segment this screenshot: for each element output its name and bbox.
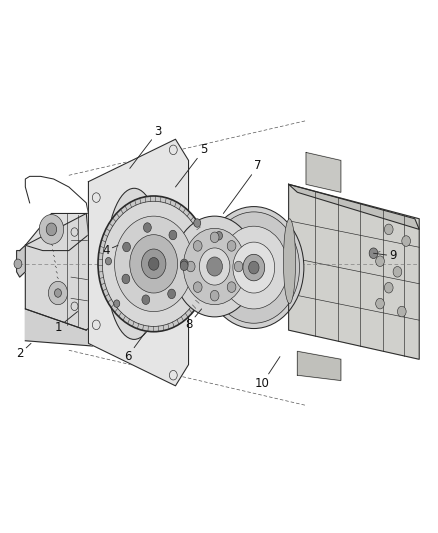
Circle shape xyxy=(369,248,378,259)
Polygon shape xyxy=(25,214,93,330)
Circle shape xyxy=(204,207,304,328)
Circle shape xyxy=(114,300,120,308)
Polygon shape xyxy=(17,245,25,277)
Circle shape xyxy=(243,254,265,281)
Circle shape xyxy=(397,306,406,317)
Circle shape xyxy=(207,257,223,276)
Circle shape xyxy=(54,289,61,297)
Circle shape xyxy=(180,261,188,271)
Circle shape xyxy=(180,259,188,269)
Text: 9: 9 xyxy=(374,249,397,262)
Text: 7: 7 xyxy=(223,159,262,214)
Circle shape xyxy=(142,295,150,304)
Circle shape xyxy=(220,226,288,309)
Circle shape xyxy=(385,224,393,235)
Circle shape xyxy=(173,216,256,317)
Circle shape xyxy=(210,232,219,243)
Circle shape xyxy=(208,212,300,323)
Circle shape xyxy=(233,242,275,293)
Text: 8: 8 xyxy=(185,309,201,332)
Text: 3: 3 xyxy=(130,125,162,168)
Circle shape xyxy=(215,231,223,240)
Circle shape xyxy=(193,240,202,251)
Polygon shape xyxy=(88,139,188,386)
Circle shape xyxy=(393,266,402,277)
Circle shape xyxy=(98,196,209,332)
Circle shape xyxy=(48,281,67,305)
Polygon shape xyxy=(289,184,419,229)
Circle shape xyxy=(141,249,166,279)
Text: 4: 4 xyxy=(102,244,118,257)
Circle shape xyxy=(184,228,246,305)
Ellipse shape xyxy=(283,219,296,304)
Circle shape xyxy=(376,256,385,266)
Circle shape xyxy=(376,298,385,309)
Polygon shape xyxy=(306,152,341,192)
Circle shape xyxy=(130,235,178,293)
Circle shape xyxy=(39,215,64,244)
Circle shape xyxy=(14,259,22,269)
Circle shape xyxy=(249,261,259,274)
Polygon shape xyxy=(25,214,88,251)
Circle shape xyxy=(199,248,230,285)
Circle shape xyxy=(168,289,176,298)
Text: 10: 10 xyxy=(255,357,280,390)
Ellipse shape xyxy=(109,214,133,261)
Circle shape xyxy=(227,240,236,251)
Circle shape xyxy=(144,223,151,232)
Circle shape xyxy=(385,282,393,293)
Circle shape xyxy=(402,236,410,246)
Circle shape xyxy=(122,274,130,284)
Circle shape xyxy=(102,201,205,326)
Text: 1: 1 xyxy=(54,312,78,334)
Circle shape xyxy=(106,257,112,265)
Circle shape xyxy=(227,282,236,293)
Polygon shape xyxy=(297,351,341,381)
Circle shape xyxy=(115,216,193,312)
Polygon shape xyxy=(25,309,93,346)
Text: 5: 5 xyxy=(176,143,208,187)
Circle shape xyxy=(169,230,177,240)
Circle shape xyxy=(193,282,202,293)
Ellipse shape xyxy=(106,188,162,340)
Circle shape xyxy=(194,219,201,227)
Circle shape xyxy=(123,242,131,252)
Text: 6: 6 xyxy=(124,333,145,363)
Circle shape xyxy=(148,257,159,270)
Text: 2: 2 xyxy=(16,343,31,360)
Circle shape xyxy=(210,290,219,301)
Circle shape xyxy=(234,261,243,272)
Circle shape xyxy=(186,261,195,272)
Circle shape xyxy=(46,223,57,236)
Polygon shape xyxy=(289,184,419,359)
